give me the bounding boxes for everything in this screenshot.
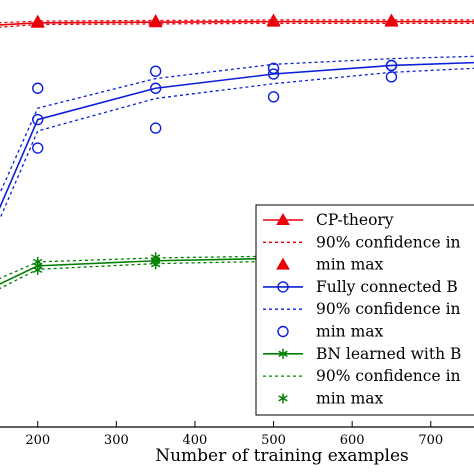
legend-label: BN learned with B bbox=[316, 345, 461, 363]
star-marker-stroke bbox=[33, 266, 43, 274]
series-1 bbox=[0, 55, 474, 221]
legend-label: CP-theory bbox=[316, 211, 394, 229]
ci-lower-line bbox=[0, 22, 474, 28]
legend-marker bbox=[277, 325, 289, 338]
axes: 200 300 400 500 600 700 bbox=[0, 421, 474, 448]
ci-lower-line bbox=[0, 67, 474, 221]
x-tick-label: 400 bbox=[183, 433, 208, 448]
x-tick-label: 600 bbox=[340, 433, 365, 448]
min-max-marker bbox=[385, 71, 398, 83]
min-max-marker bbox=[33, 264, 43, 275]
ci-lower-line bbox=[0, 259, 474, 290]
legend-item: BN learned with B bbox=[263, 345, 461, 363]
legend: CP-theory 90% confidence in min max Fully c… bbox=[255, 204, 474, 416]
min-max-marker bbox=[384, 13, 399, 26]
min-max-marker bbox=[148, 14, 163, 27]
min-max-marker bbox=[266, 13, 281, 26]
star-marker-stroke bbox=[150, 254, 161, 261]
legend-label: min max bbox=[316, 323, 384, 341]
legend-item: CP-theory bbox=[263, 211, 394, 229]
min-max-marker bbox=[149, 122, 162, 134]
legend-label: min max bbox=[316, 389, 384, 407]
legend-item: 90% confidence in bbox=[263, 300, 461, 318]
legend-marker bbox=[278, 393, 288, 404]
legend-item: 90% confidence in bbox=[263, 233, 461, 251]
legend-box bbox=[255, 204, 474, 416]
min-max-marker bbox=[267, 91, 280, 103]
star-marker-stroke bbox=[33, 258, 43, 266]
min-max-marker bbox=[32, 142, 44, 154]
legend-label: min max bbox=[316, 256, 384, 274]
mean-line bbox=[0, 20, 474, 26]
x-tick-label: 200 bbox=[25, 433, 50, 448]
legend-item: min max bbox=[278, 389, 384, 407]
x-tick-label: 700 bbox=[418, 433, 443, 448]
x-tick-label: 500 bbox=[261, 433, 286, 448]
min-max-marker bbox=[149, 65, 162, 77]
data-point-marker bbox=[267, 68, 280, 80]
legend-item: min max bbox=[277, 323, 384, 341]
ci-upper-line bbox=[0, 19, 474, 24]
legend-label: Fully connected B bbox=[316, 278, 458, 296]
min-max-marker bbox=[30, 14, 45, 27]
x-tick-label: 300 bbox=[104, 433, 129, 448]
min-max-marker bbox=[32, 82, 44, 94]
mean-line bbox=[0, 61, 474, 210]
legend-item: Fully connected B bbox=[263, 278, 458, 296]
legend-item: min max bbox=[276, 256, 384, 274]
legend-item: 90% confidence in bbox=[263, 367, 461, 385]
min-max-marker bbox=[150, 259, 161, 270]
legend-label: 90% confidence in bbox=[316, 367, 461, 385]
legend-marker bbox=[277, 281, 289, 293]
min-max-marker bbox=[385, 59, 398, 72]
legend-marker bbox=[278, 348, 288, 359]
ci-upper-line bbox=[0, 55, 474, 195]
star-marker-stroke bbox=[278, 350, 288, 357]
min-max-marker bbox=[267, 62, 280, 75]
star-marker-stroke bbox=[278, 395, 288, 402]
series-0 bbox=[0, 13, 474, 28]
data-point-marker bbox=[149, 82, 162, 94]
legend-marker bbox=[276, 257, 290, 270]
legend-label: 90% confidence in bbox=[316, 233, 461, 251]
x-axis-label: Number of training examples bbox=[155, 446, 409, 466]
legend-marker bbox=[276, 212, 290, 225]
data-point-marker bbox=[32, 113, 44, 126]
star-marker-stroke bbox=[150, 261, 161, 268]
legend-label: 90% confidence in bbox=[316, 300, 461, 318]
